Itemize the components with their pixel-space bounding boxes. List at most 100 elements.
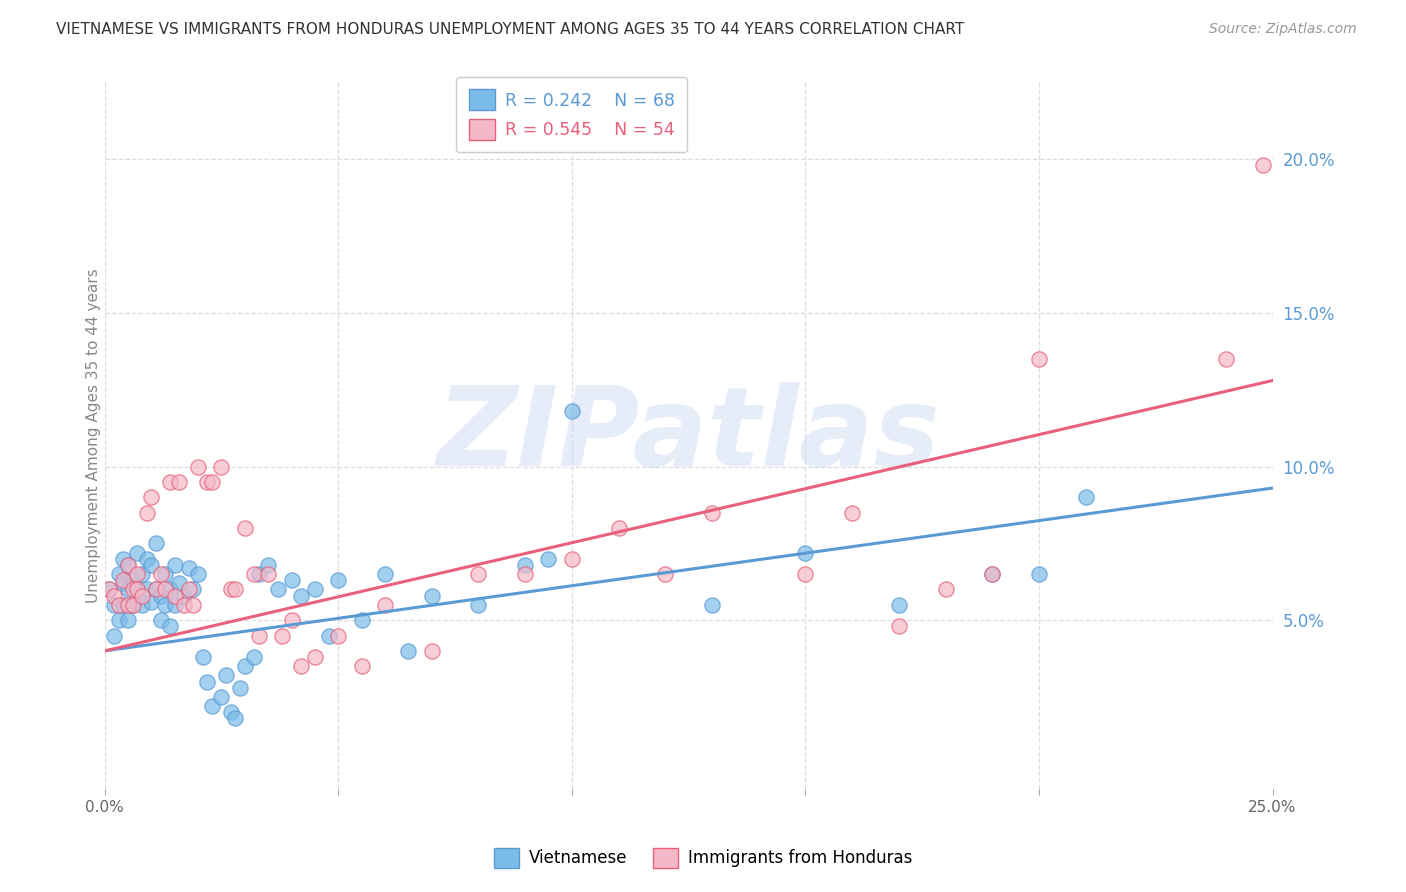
Point (374, 567, 396, 582)
Point (103, 598, 125, 612)
Point (266, 582, 288, 597)
Point (173, 598, 195, 612)
Point (290, 659, 312, 673)
Point (247, 628, 270, 642)
Point (187, 567, 209, 582)
Point (131, 567, 153, 582)
Point (121, 573, 143, 587)
Point (887, 598, 910, 612)
Point (112, 551, 135, 566)
Point (98, 582, 121, 597)
Point (177, 561, 200, 575)
Point (219, 706, 242, 720)
Point (163, 589, 186, 603)
Point (794, 567, 817, 582)
Point (127, 582, 149, 597)
Legend: Vietnamese, Immigrants from Honduras: Vietnamese, Immigrants from Honduras (488, 841, 918, 875)
Point (280, 573, 302, 587)
Point (145, 536, 167, 550)
Point (112, 598, 135, 612)
Point (145, 582, 167, 597)
Point (149, 589, 172, 603)
Point (121, 598, 143, 612)
Point (107, 598, 129, 612)
Point (149, 613, 172, 627)
Point (121, 582, 143, 597)
Point (1215, 351, 1237, 366)
Point (513, 567, 536, 582)
Point (197, 475, 219, 489)
Point (145, 582, 167, 597)
Point (1028, 567, 1050, 582)
Legend: R = 0.242    N = 68, R = 0.545    N = 54: R = 0.242 N = 68, R = 0.545 N = 54 (457, 77, 688, 153)
Point (654, 567, 676, 582)
Point (155, 598, 177, 612)
Point (141, 490, 163, 504)
Point (467, 598, 489, 612)
Point (187, 459, 209, 474)
Point (112, 576, 135, 591)
Point (224, 582, 246, 597)
Point (215, 668, 238, 682)
Point (224, 711, 246, 725)
Point (103, 589, 125, 603)
Point (149, 567, 172, 582)
Point (271, 628, 294, 642)
Point (841, 506, 863, 520)
Point (117, 613, 139, 627)
Point (155, 582, 177, 597)
Point (159, 475, 181, 489)
Point (141, 558, 163, 572)
Point (561, 404, 583, 418)
Point (794, 545, 817, 559)
Point (1251, 158, 1274, 172)
Y-axis label: Unemployment Among Ages 35 to 44 years: Unemployment Among Ages 35 to 44 years (86, 268, 101, 603)
Point (233, 659, 256, 673)
Point (257, 567, 280, 582)
Point (183, 582, 205, 597)
Text: Source: ZipAtlas.com: Source: ZipAtlas.com (1209, 22, 1357, 37)
Point (981, 567, 1004, 582)
Point (163, 598, 186, 612)
Point (1074, 490, 1097, 504)
Point (513, 558, 536, 572)
Point (396, 644, 419, 658)
Point (257, 558, 280, 572)
Point (117, 582, 139, 597)
Point (121, 598, 143, 612)
Point (935, 582, 957, 597)
Point (537, 551, 560, 566)
Point (112, 573, 135, 587)
Point (290, 589, 312, 603)
Point (135, 551, 157, 566)
Point (243, 650, 266, 665)
Point (211, 690, 233, 704)
Point (219, 582, 242, 597)
Point (191, 650, 214, 665)
Point (107, 613, 129, 627)
Point (1028, 351, 1050, 366)
Point (117, 598, 139, 612)
Point (607, 521, 630, 535)
Point (561, 551, 583, 566)
Point (467, 567, 489, 582)
Point (135, 506, 157, 520)
Text: VIETNAMESE VS IMMIGRANTS FROM HONDURAS UNEMPLOYMENT AMONG AGES 35 TO 44 YEARS CO: VIETNAMESE VS IMMIGRANTS FROM HONDURAS U… (56, 22, 965, 37)
Point (229, 681, 252, 695)
Point (981, 567, 1004, 582)
Point (131, 589, 153, 603)
Point (233, 521, 256, 535)
Point (304, 582, 326, 597)
Point (169, 576, 191, 591)
Point (107, 567, 129, 582)
Point (318, 628, 340, 642)
Point (700, 506, 723, 520)
Point (103, 628, 125, 642)
Point (247, 567, 270, 582)
Point (117, 558, 139, 572)
Point (350, 659, 373, 673)
Point (135, 582, 157, 597)
Point (131, 598, 153, 612)
Point (350, 613, 373, 627)
Point (887, 619, 910, 633)
